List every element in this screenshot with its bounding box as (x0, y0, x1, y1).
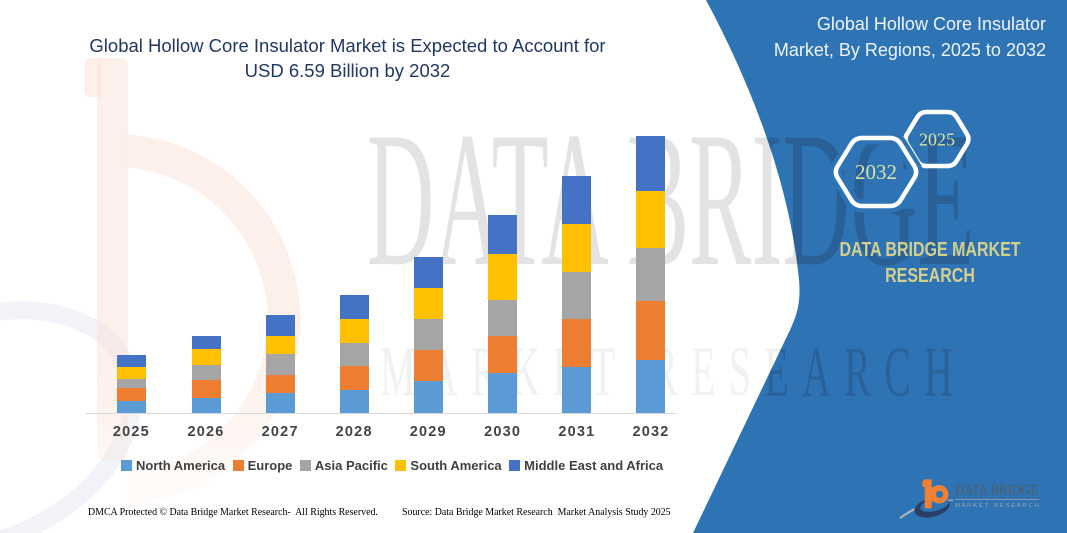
svg-text:2032: 2032 (855, 160, 897, 184)
svg-text:M A R K E T R E S E A R C H: M A R K E T R E S E A R C H (955, 503, 1039, 509)
svg-text:DATA BRIDGE: DATA BRIDGE (955, 483, 1038, 499)
svg-text:2025: 2025 (919, 130, 955, 150)
